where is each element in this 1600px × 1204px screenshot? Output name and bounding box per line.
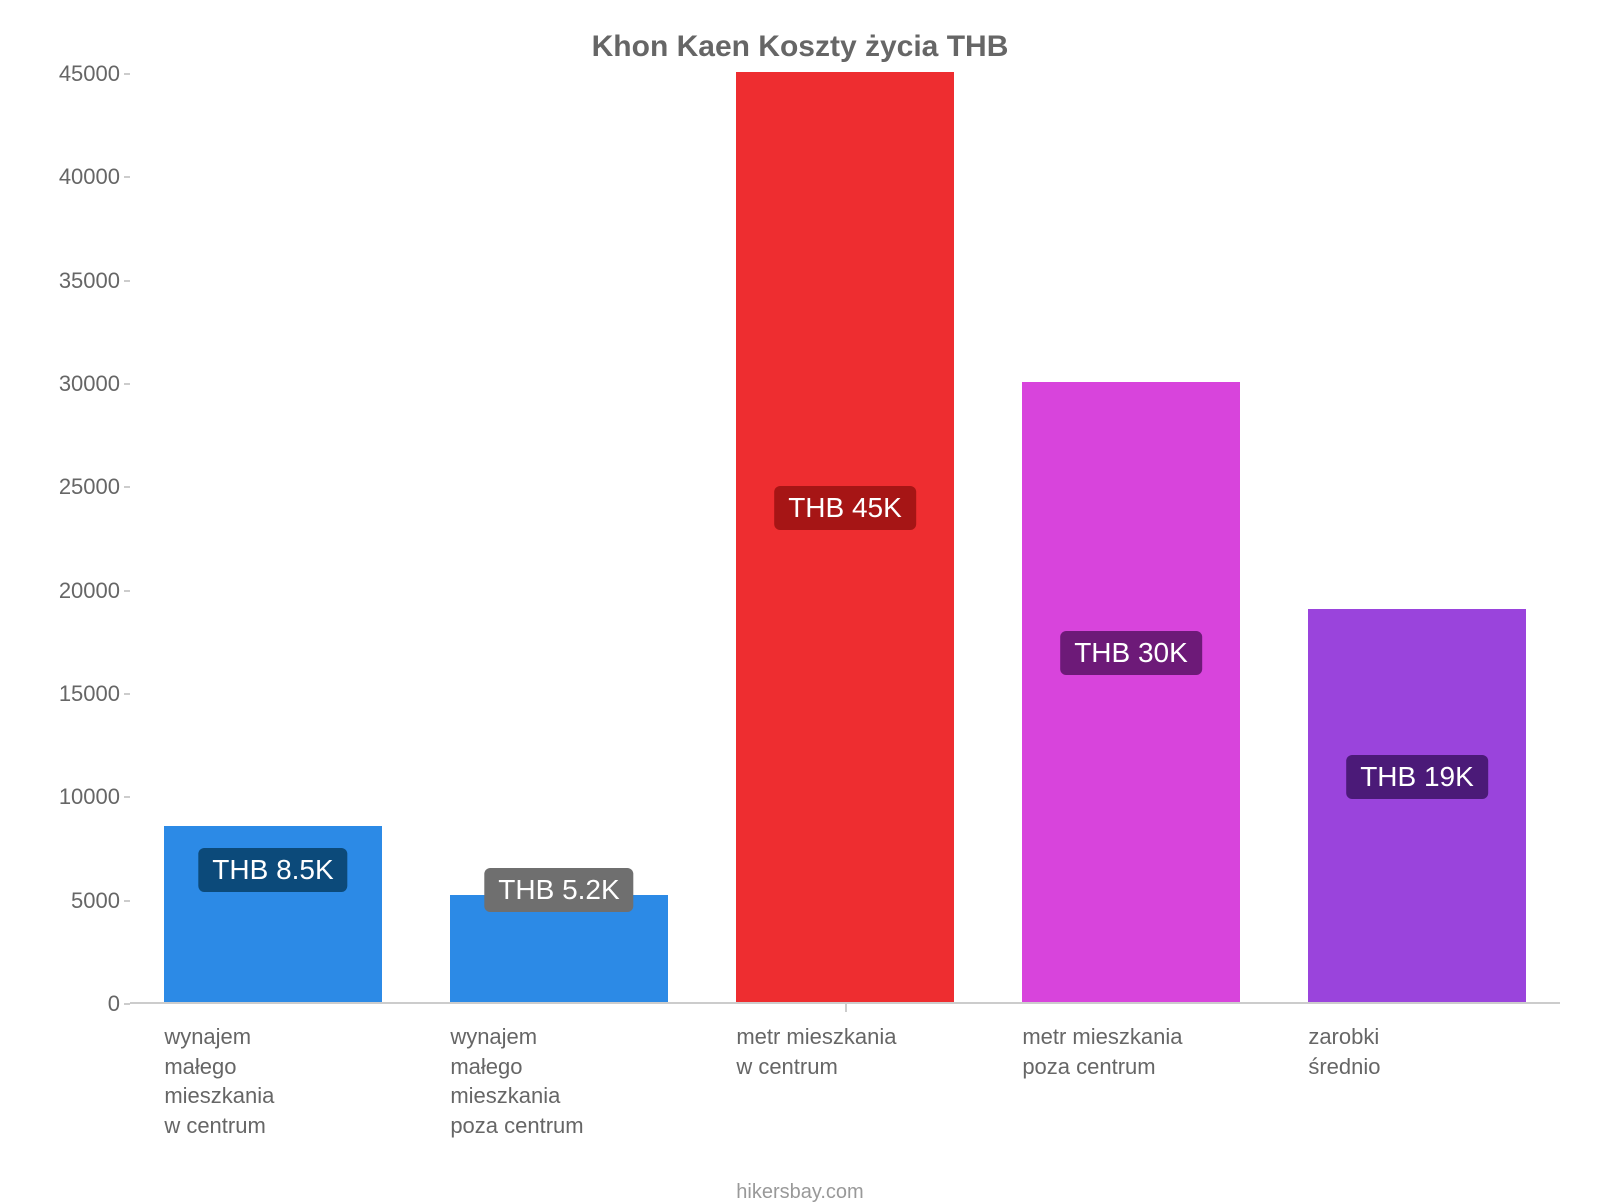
y-tick-label: 15000 (59, 681, 120, 707)
y-tick-mark (124, 590, 130, 592)
bar-value-badge: THB 8.5K (198, 848, 347, 892)
bar-value-badge: THB 19K (1346, 755, 1488, 799)
bar-value-badge: THB 45K (774, 486, 916, 530)
y-tick-mark (124, 796, 130, 798)
x-axis-labels: wynajem małego mieszkania w centrum wynaj… (130, 1004, 1560, 1141)
bar (1022, 382, 1239, 1002)
x-axis-label: zarobki średnio (1274, 1004, 1560, 1141)
plot: 0500010000150002000025000300003500040000… (40, 74, 1560, 1004)
x-axis-label-text: wynajem małego mieszkania w centrum (164, 1022, 416, 1141)
y-tick-mark (124, 176, 130, 178)
y-tick-label: 35000 (59, 268, 120, 294)
y-tick-label: 25000 (59, 474, 120, 500)
y-axis: 0500010000150002000025000300003500040000… (40, 74, 130, 1004)
x-axis-label-text: zarobki średnio (1308, 1022, 1560, 1081)
x-axis-label: wynajem małego mieszkania w centrum (130, 1004, 416, 1141)
y-tick-label: 0 (108, 991, 120, 1017)
bars-row: THB 8.5K THB 5.2K THB 45K THB 30K THB 19K (130, 74, 1560, 1002)
y-tick-label: 20000 (59, 578, 120, 604)
bar-value-badge: THB 30K (1060, 631, 1202, 675)
bar-value-badge: THB 5.2K (484, 868, 633, 912)
bar-slot: THB 19K (1274, 74, 1560, 1002)
x-axis-label: metr mieszkania w centrum (702, 1004, 988, 1141)
bar-slot: THB 8.5K (130, 74, 416, 1002)
chart-title: Khon Kaen Koszty życia THB (40, 30, 1560, 64)
footer-credit: hikersbay.com (40, 1181, 1560, 1204)
y-tick-mark (124, 900, 130, 902)
y-tick-mark (124, 383, 130, 385)
bar (1308, 609, 1525, 1002)
x-axis-label-text: metr mieszkania w centrum (736, 1022, 988, 1081)
chart-container: Khon Kaen Koszty życia THB 0 5000 10000 150… (0, 0, 1600, 1200)
bar-slot: THB 5.2K (416, 74, 702, 1002)
y-tick-label: 45000 (59, 61, 120, 87)
y-tick-label: 30000 (59, 371, 120, 397)
bar-slot: THB 45K (702, 74, 988, 1002)
y-tick-label: 40000 (59, 164, 120, 190)
x-axis-label: metr mieszkania poza centrum (988, 1004, 1274, 1141)
x-axis-label-text: metr mieszkania poza centrum (1022, 1022, 1274, 1081)
y-tick-mark (124, 280, 130, 282)
bar (736, 72, 953, 1002)
x-axis-label-text: wynajem małego mieszkania poza centrum (450, 1022, 702, 1141)
x-axis-label: wynajem małego mieszkania poza centrum (416, 1004, 702, 1141)
y-tick-label: 5000 (71, 888, 120, 914)
plot-area: THB 8.5K THB 5.2K THB 45K THB 30K THB 19K (130, 74, 1560, 1004)
y-tick-label: 10000 (59, 784, 120, 810)
y-tick-mark (124, 693, 130, 695)
x-tick-mark (845, 1004, 847, 1012)
bar-slot: THB 30K (988, 74, 1274, 1002)
y-tick-mark (124, 73, 130, 75)
y-tick-mark (124, 486, 130, 488)
